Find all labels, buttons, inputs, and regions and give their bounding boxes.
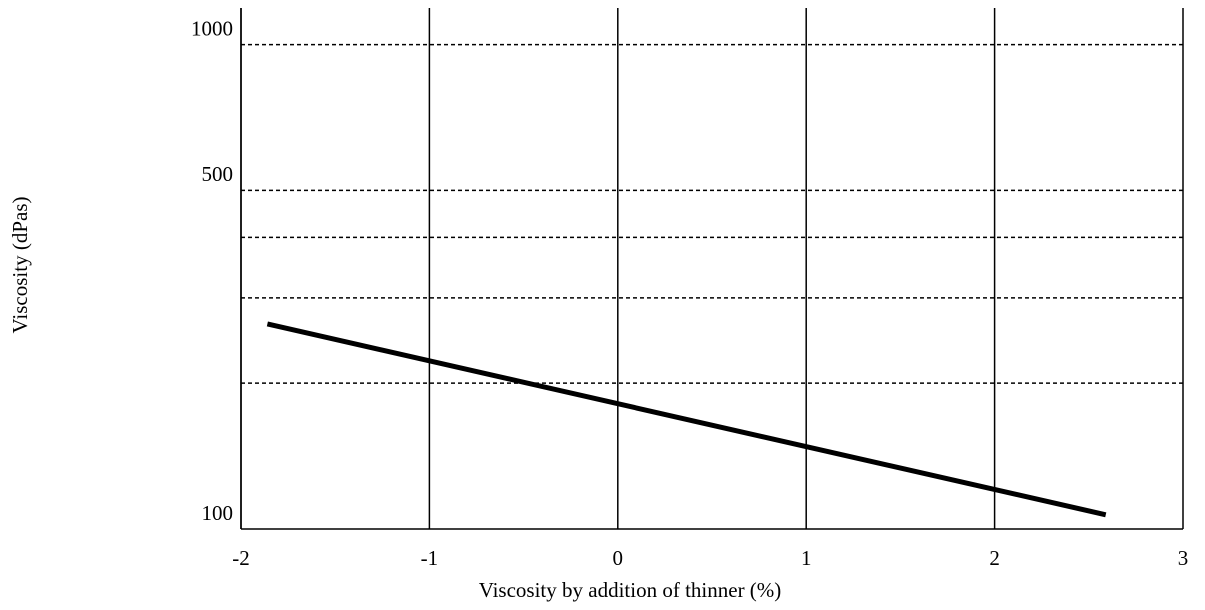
- x-tick-label: -2: [232, 546, 250, 570]
- y-tick-label: 1000: [191, 16, 233, 40]
- x-tick-label: 0: [613, 546, 624, 570]
- x-tick-label: 1: [801, 546, 812, 570]
- y-tick-label: 500: [202, 162, 234, 186]
- line: [266, 321, 1107, 518]
- x-tick-label: 2: [989, 546, 1000, 570]
- x-axis-title: Viscosity by addition of thinner (%): [479, 578, 782, 602]
- y-axis-title: Viscosity (dPas): [8, 197, 32, 334]
- y-tick-label: 100: [202, 501, 234, 525]
- x-tick-label: -1: [421, 546, 439, 570]
- x-tick-label: 3: [1178, 546, 1189, 570]
